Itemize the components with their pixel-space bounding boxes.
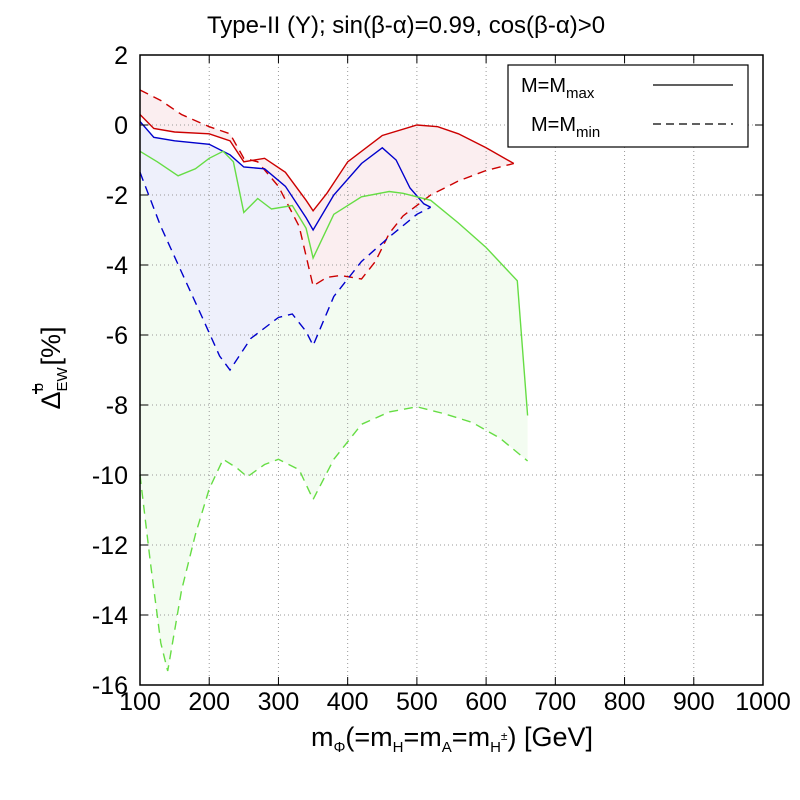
y-tick-label: -4	[106, 252, 128, 280]
x-tick-label: 700	[534, 688, 576, 716]
band-red	[140, 90, 514, 286]
x-tick-label: 900	[673, 688, 715, 716]
line-blue-max	[139, 121, 432, 232]
legend-label-max: M=Mmax	[521, 75, 595, 102]
x-tick-label: 600	[465, 688, 507, 716]
tick-labels: 100 200 300 400 500 600 700 800 900 1000 2 0 -2 -4 -6 -…	[92, 42, 791, 716]
y-tick-label: -12	[92, 532, 128, 560]
line-red-max	[139, 114, 515, 212]
line-green-max	[139, 150, 529, 416]
line-blue-min	[139, 172, 432, 372]
y-axis-label: ΔEWb [%]	[30, 326, 71, 409]
x-tick-label: 300	[258, 688, 300, 716]
series-lines	[139, 89, 529, 672]
y-tick-label: -2	[106, 182, 128, 210]
legend-label-min: M=Mmin	[531, 114, 600, 141]
x-tick-label: 400	[327, 688, 369, 716]
chart-title: Type-II (Y); sin(β-α)=0.99, cos(β-α)>0	[207, 12, 605, 39]
y-tick-label: -14	[92, 602, 128, 630]
x-tick-label: 1000	[735, 688, 791, 716]
legend: M=Mmax M=Mmin	[507, 64, 749, 148]
x-tick-label: 800	[604, 688, 646, 716]
y-tick-label: 0	[114, 112, 128, 140]
y-tick-label: 2	[114, 42, 128, 70]
y-tick-label: -8	[106, 392, 128, 420]
x-axis-label: mΦ(=mH=mA=mH±) [GeV]	[311, 722, 593, 756]
y-tick-label: -6	[106, 322, 128, 350]
x-tick-label: 500	[396, 688, 438, 716]
band-fills	[140, 90, 528, 672]
y-tick-label: -10	[92, 462, 128, 490]
plot-frame	[139, 54, 764, 686]
y-tick-label: -16	[92, 672, 128, 700]
grid	[140, 55, 763, 685]
legend-box	[507, 64, 749, 148]
x-tick-label: 200	[188, 688, 230, 716]
x-tick-label: 100	[119, 688, 161, 716]
